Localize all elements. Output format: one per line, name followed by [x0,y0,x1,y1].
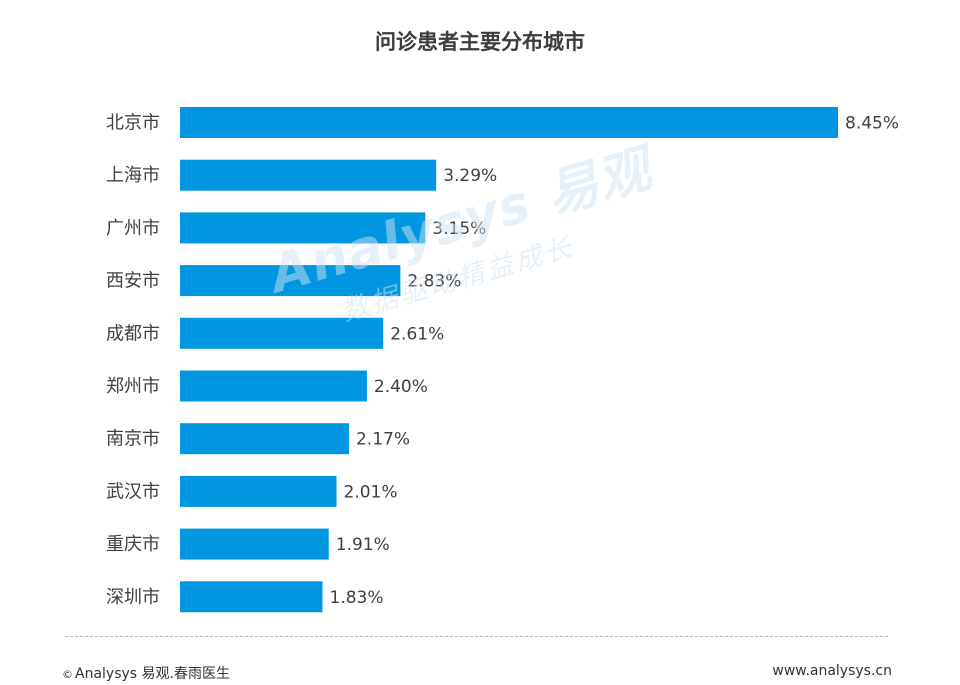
value-label: 2.17% [356,430,410,450]
value-label: 2.83% [407,272,461,292]
category-label: 西安市 [106,271,160,292]
bar [180,423,349,455]
value-label: 3.15% [432,219,486,239]
bar [180,317,384,349]
category-label: 南京市 [106,429,160,450]
bar [180,265,401,297]
source-text: Analysys 易观.春雨医生 [75,666,230,682]
bar [180,107,838,138]
value-label: 1.83% [330,588,384,608]
value-label: 1.91% [336,535,390,555]
value-label: 8.45% [845,114,899,134]
category-label: 北京市 [106,113,160,134]
copyright-symbol: © [62,668,73,681]
value-label: 2.01% [344,482,398,502]
bar [180,581,323,613]
footer-url[interactable]: www.analysys.cn [772,663,892,679]
value-label: 2.61% [390,324,444,344]
category-label: 广州市 [106,218,160,239]
bar [180,370,367,402]
value-label: 2.40% [374,377,428,397]
bar [180,212,426,244]
bar [180,528,329,560]
category-label: 郑州市 [106,376,160,397]
chart-title: 问诊患者主要分布城市 [375,30,585,54]
category-label: 武汉市 [106,481,160,502]
category-label: 重庆市 [106,534,160,555]
bar [180,159,437,191]
footer-source: © Analysys 易观.春雨医生 [62,663,230,683]
bar-chart: 北京市 8.45% 上海市 3.29% 广州市 3.15% 西安市 2.83% 成都市 2.61%… [106,107,899,613]
footer-divider [65,636,888,637]
category-label: 深圳市 [106,587,160,608]
value-label: 3.29% [443,166,497,186]
bar [180,475,337,507]
category-label: 上海市 [106,165,160,186]
category-label: 成都市 [106,323,160,344]
